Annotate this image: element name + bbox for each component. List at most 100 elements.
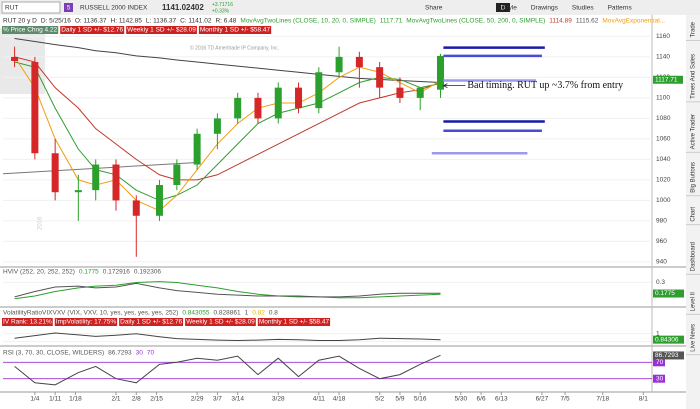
candle-body [92, 164, 100, 191]
y-tick-label: 1000 [656, 197, 671, 204]
symbol-input[interactable] [1, 1, 61, 14]
x-tick-label: 3/7 [213, 396, 222, 403]
toolbar-button[interactable]: Style [502, 5, 517, 12]
toolbar-button[interactable]: Drawings [531, 5, 559, 12]
label-text: VolatilityRatioVIXVXV (VIX, VXV, 10, yes… [3, 310, 178, 317]
label-text: 30 [136, 350, 144, 357]
status-item: D: 5/25/16 [41, 18, 71, 25]
status-item: L: 1136.37 [146, 18, 177, 25]
study-label: MovAvgExponential... [602, 18, 665, 25]
x-tick-label: 4/11 [313, 396, 326, 403]
y-tick-label: 940 [656, 259, 667, 266]
candle-body [112, 164, 120, 201]
y-tick-label: 1060 [656, 136, 671, 143]
trendline [2, 161, 198, 175]
indicator-line [14, 282, 441, 298]
aggregation[interactable]: D [501, 5, 506, 12]
candle-body [355, 56, 363, 68]
label-text: 0.172916 [103, 269, 130, 276]
indicator-line [14, 354, 441, 386]
status-item: R: 6.48 [215, 18, 236, 25]
sidebar-tab[interactable]: Active Trader [691, 114, 697, 149]
annotation-arrow [442, 83, 466, 88]
label-box [257, 318, 331, 326]
y-tick-label: 1140 [656, 54, 670, 61]
y-tick-label: 980 [656, 218, 667, 225]
last-price: 1141.02402 [162, 3, 204, 12]
link-group[interactable]: 5 [67, 5, 71, 12]
label-text: 0.192306 [134, 269, 161, 276]
symbol[interactable]: RUT [5, 5, 18, 12]
status-item: RUT 20 y D [3, 18, 37, 25]
x-tick-label: 5/9 [395, 396, 404, 403]
tick-box [653, 358, 665, 367]
copyright: © 2016 TD Ameritrade IP Company, Inc. [190, 44, 279, 51]
x-tick-label: 7/18 [596, 396, 609, 403]
sidebar-tab[interactable]: Level II [691, 292, 697, 312]
candle-body [193, 133, 201, 165]
candle-body [173, 164, 181, 186]
moving-average [14, 37, 441, 84]
x-tick-label: 3/14 [231, 396, 244, 403]
label-text: Daily 1 SD +/- $12.76 [120, 319, 182, 326]
x-tick-label: 2/29 [191, 396, 204, 403]
candle-body [11, 56, 19, 61]
price-label: 1117.71 [655, 76, 678, 83]
candle-body [234, 97, 242, 119]
y-tick-label: 1080 [656, 115, 671, 122]
label-text: Weekly 1 SD +/- $28.09 [186, 319, 255, 326]
x-tick-label: 5/30 [454, 396, 467, 403]
candle-body [74, 190, 82, 193]
value-box [653, 351, 684, 360]
pct-change: +0.33% [212, 8, 230, 14]
moving-average [14, 61, 441, 201]
label-text: % Price Chng 4.22 [3, 27, 58, 34]
study-label: MovAvgTwoLines (CLOSE, 50, 200, 0, SIMPL… [406, 18, 545, 25]
x-tick-label: 7/5 [561, 396, 570, 403]
label-text: Weekly 1 SD +/- $28.09 [127, 27, 196, 34]
candle-body [335, 56, 343, 73]
value-box [653, 335, 684, 344]
sidebar-tab[interactable]: Chart [691, 207, 697, 222]
label-box [126, 26, 197, 34]
candle-body [274, 87, 282, 119]
sidebar-tab[interactable]: Big Buttons [691, 162, 697, 193]
toolbar-button[interactable]: Share [425, 5, 443, 12]
toolbar-button[interactable]: Studies [572, 5, 594, 12]
status-item: O: 1136.37 [75, 18, 107, 25]
candle-body [155, 185, 163, 216]
sidebar-tab[interactable]: Trade [691, 21, 697, 37]
label-text: RSI (3, 70, 30, CLOSE, WILDERS) [3, 350, 104, 357]
label-box [198, 26, 272, 34]
aggregation-box[interactable] [496, 3, 510, 12]
x-tick-label: 3/28 [272, 396, 285, 403]
y-tick-label: 1020 [656, 177, 671, 184]
y-tick-label: 70 [656, 359, 664, 366]
year-watermark: 2016 [38, 216, 44, 230]
y-tick-label: 0.3 [656, 279, 665, 286]
sidebar-tab[interactable]: Live News [691, 324, 697, 352]
study-label: 1117.71 [380, 18, 403, 25]
link-group-box[interactable] [64, 3, 73, 12]
x-tick-label: 6/6 [477, 396, 486, 403]
label-text: 1 [245, 310, 249, 317]
indicator-line [14, 332, 441, 342]
label-text: 0.8 [269, 310, 278, 317]
label-text: 0.843055 [182, 310, 209, 317]
label-box [119, 318, 184, 326]
price-label-box [653, 75, 683, 84]
chart-bg [0, 15, 686, 409]
x-tick-label: 8/1 [639, 396, 648, 403]
label-text: 0.82 [252, 310, 265, 317]
label-text: 0.828861 [213, 310, 240, 317]
sidebar-tab[interactable]: Times And Sales [691, 54, 697, 99]
x-tick-label: 2/8 [132, 396, 141, 403]
sidebar-tab[interactable]: Dashboard [691, 242, 697, 271]
label-text: Monthly 1 SD +/- $58.47 [259, 319, 330, 326]
toolbar-button[interactable]: Patterns [608, 5, 633, 12]
y-tick-label: 1100 [656, 95, 670, 102]
sidebar-bg [686, 15, 700, 409]
x-tick-label: 2/1 [111, 396, 120, 403]
study-label: MovAvgTwoLines (CLOSE, 10, 20, 0, SIMPLE… [240, 18, 375, 25]
